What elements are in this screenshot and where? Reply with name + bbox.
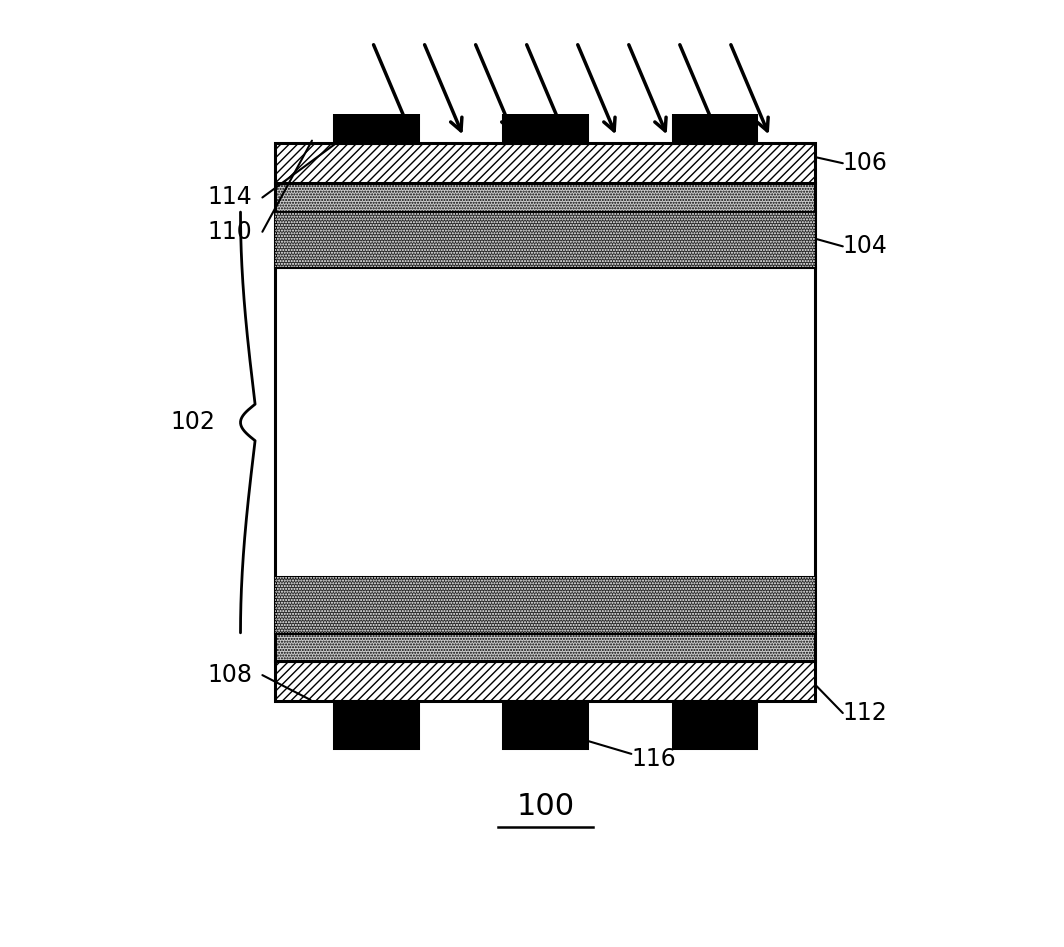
Bar (276, 143, 815, 183)
Bar (672, 701, 757, 748)
Text: 102: 102 (171, 410, 216, 434)
Bar (276, 577, 815, 633)
Bar (334, 701, 418, 748)
Bar (503, 701, 587, 748)
Bar (276, 633, 815, 661)
Text: 112: 112 (843, 701, 887, 725)
Text: 116: 116 (631, 747, 676, 771)
Bar (276, 267, 815, 577)
Text: 108: 108 (207, 663, 252, 688)
Bar (334, 96, 418, 143)
Bar (276, 212, 815, 267)
Text: 104: 104 (843, 234, 887, 259)
Text: 114: 114 (207, 186, 252, 209)
Bar (276, 183, 815, 212)
Bar (276, 661, 815, 701)
Text: 100: 100 (516, 792, 575, 821)
Text: 106: 106 (843, 152, 887, 175)
Bar (276, 212, 815, 267)
Bar (503, 96, 587, 143)
Bar (276, 577, 815, 633)
Text: 110: 110 (207, 220, 252, 243)
Bar (672, 96, 757, 143)
